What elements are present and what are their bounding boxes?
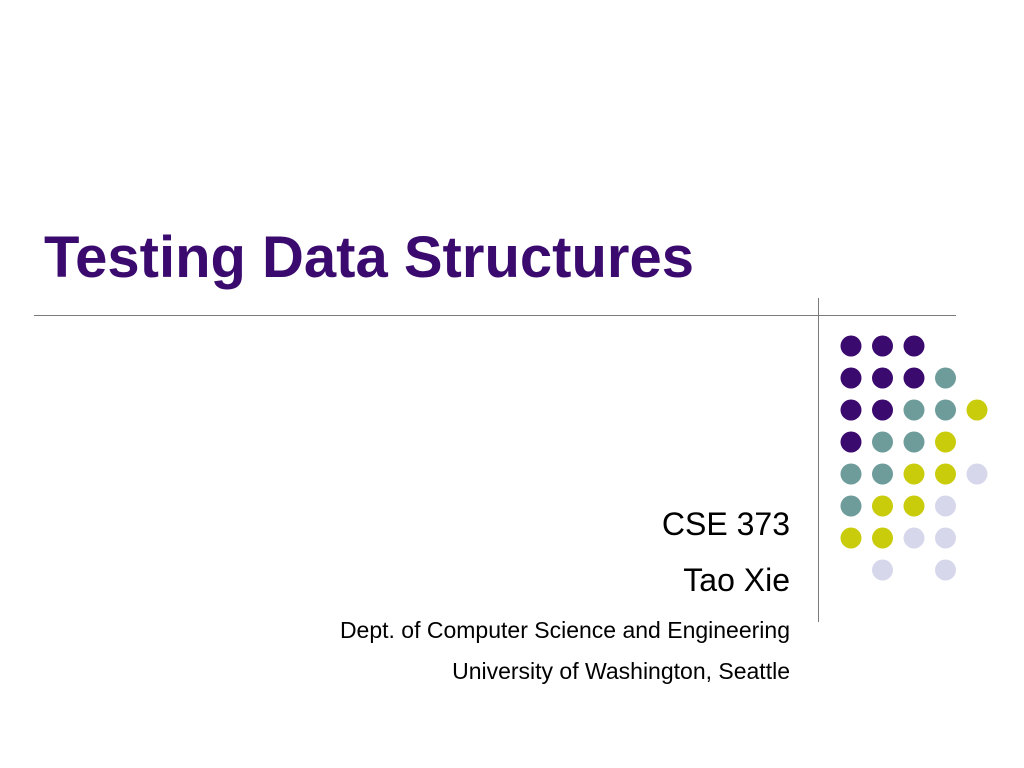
decorative-dot-teal [840, 463, 862, 485]
decorative-dot-purple [903, 335, 925, 357]
decorative-dot-teal [903, 431, 925, 453]
decorative-dot-yellow [903, 495, 925, 517]
title-divider-horizontal [34, 315, 956, 316]
decorative-dot-teal [935, 367, 956, 389]
decorative-dot-lavender [966, 463, 988, 485]
decorative-dot-yellow [935, 463, 956, 485]
decorative-dot-yellow [903, 463, 925, 485]
decorative-dot-purple [840, 431, 862, 453]
course-code: CSE 373 [661, 506, 790, 542]
decorative-dot-teal [903, 399, 925, 421]
decorative-dot-purple [872, 367, 893, 389]
decorative-dot-yellow [872, 495, 893, 517]
department: Dept. of Computer Science and Engineerin… [339, 617, 790, 643]
decorative-dot-teal [840, 495, 862, 517]
decorative-dot-purple [840, 367, 862, 389]
subtitle-block: CSE 373 Tao Xie Dept. of Computer Scienc… [340, 505, 790, 699]
decorative-dot-yellow [840, 527, 862, 549]
decorative-dot-lavender [935, 559, 956, 581]
decorative-dot-teal [872, 463, 893, 485]
decorative-dot-lavender [935, 527, 956, 549]
decorative-dot-yellow [872, 527, 893, 549]
decorative-dot-purple [872, 399, 893, 421]
decorative-dot-lavender [872, 559, 893, 581]
decorative-dot-teal [872, 431, 893, 453]
decorative-dot-purple [903, 367, 925, 389]
decorative-dot-purple [840, 399, 862, 421]
decorative-dot-lavender [903, 527, 925, 549]
university: University of Washington, Seattle [452, 658, 790, 684]
decorative-dot-teal [935, 399, 956, 421]
decorative-dot-yellow [935, 431, 956, 453]
author-name: Tao Xie [683, 562, 790, 598]
slide-title: Testing Data Structures [44, 225, 694, 290]
decorative-dot-purple [840, 335, 862, 357]
decorative-dot-purple [872, 335, 893, 357]
title-divider-vertical [818, 298, 819, 622]
decorative-dot-lavender [935, 495, 956, 517]
decorative-dot-yellow [966, 399, 988, 421]
